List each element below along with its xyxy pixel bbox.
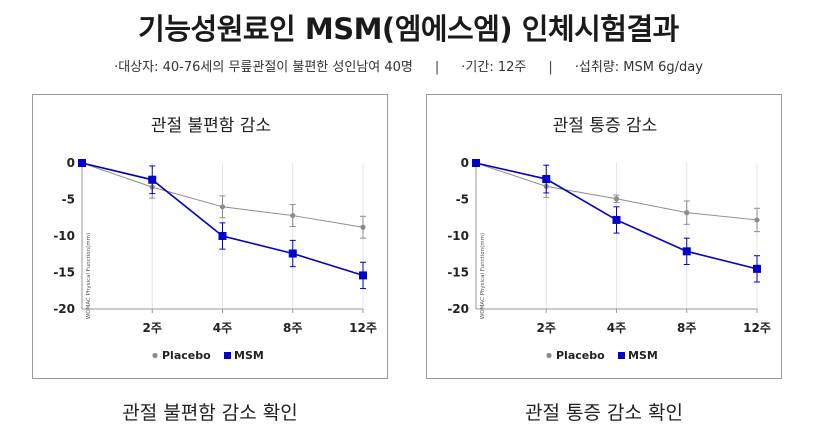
- discomfort-chart-panel: 관절 불편함 감소 0 -5 -10 -15 -20 2주 4주 8주 12주 WOMAC Phys…: [32, 94, 388, 379]
- x-tick-label: 2주: [537, 321, 556, 335]
- pain-chart: 관절 통증 감소 0 -5 -10 -15 -20 2주 4주 8주 12주 WOMAC Physi…: [447, 116, 771, 362]
- y-tick-label: -5: [456, 193, 469, 207]
- msm-point: [148, 175, 157, 184]
- msm-point: [359, 271, 367, 280]
- placebo-point: [360, 224, 366, 230]
- y-tick-label: -5: [62, 193, 75, 207]
- y-axis-label: WOMAC Physical Function(mm): [480, 233, 486, 319]
- msm-point: [288, 249, 297, 258]
- placebo-point: [754, 217, 760, 223]
- chart-title: 관절 통증 감소: [553, 116, 658, 136]
- y-tick-label: -10: [53, 229, 75, 243]
- x-tick-label: 12주: [743, 321, 771, 335]
- study-period: ·기간: 12주: [461, 60, 527, 75]
- y-tick-label: 0: [461, 156, 469, 170]
- msm-point: [542, 175, 551, 184]
- x-tick-label: 8주: [283, 321, 302, 335]
- msm-point: [78, 159, 86, 167]
- msm-point: [218, 232, 227, 240]
- legend-marker-placebo: [152, 352, 158, 359]
- msm-point: [682, 247, 691, 256]
- legend-marker-placebo: [546, 352, 552, 359]
- legend-label: Placebo: [162, 349, 211, 362]
- x-tick-label: 2주: [143, 321, 162, 335]
- discomfort-chart: 관절 불편함 감소 0 -5 -10 -15 -20 2주 4주 8주 12주 WOMAC Phys…: [53, 116, 377, 362]
- pain-chart-panel: 관절 통증 감소 0 -5 -10 -15 -20 2주 4주 8주 12주 WOMAC Physi…: [426, 94, 782, 379]
- msm-point: [472, 159, 480, 167]
- y-tick-label: -20: [53, 302, 75, 316]
- msm-point: [753, 264, 761, 273]
- study-info: ·대상자: 40-76세의 무릎관절이 불편한 성인남여 40명 | ·기간: 12…: [0, 56, 817, 75]
- x-tick-label: 4주: [213, 321, 232, 335]
- y-tick-label: 0: [67, 156, 75, 170]
- info-separator: |: [434, 60, 440, 75]
- y-tick-label: -15: [53, 266, 75, 280]
- placebo-point: [219, 204, 226, 210]
- placebo-point: [290, 212, 296, 219]
- legend-marker-msm: [224, 352, 231, 359]
- x-tick-label: 12주: [349, 321, 377, 335]
- y-tick-label: -20: [447, 302, 469, 316]
- placebo-point: [613, 196, 620, 202]
- legend-marker-msm: [618, 352, 625, 359]
- y-axis-label: WOMAC Physical Function(mm): [86, 233, 92, 319]
- study-subjects: ·대상자: 40-76세의 무릎관절이 불편한 성인남여 40명: [114, 60, 413, 75]
- study-dose: ·섭취량: MSM 6g/day: [574, 60, 703, 75]
- info-separator: |: [548, 60, 553, 75]
- y-tick-label: -15: [447, 266, 469, 280]
- legend-label: MSM: [628, 349, 658, 362]
- msm-point: [612, 215, 621, 224]
- discomfort-caption: 관절 불편함 감소 확인: [122, 402, 298, 424]
- x-tick-label: 4주: [607, 321, 626, 335]
- placebo-point: [684, 210, 690, 216]
- pain-caption: 관절 통증 감소 확인: [525, 402, 683, 424]
- page-title: 기능성원료인 MSM(엠에스엠) 인체시험결과: [138, 12, 679, 46]
- x-tick-label: 8주: [677, 321, 696, 335]
- y-tick-label: -10: [447, 229, 469, 243]
- legend-label: Placebo: [556, 349, 605, 362]
- chart-title: 관절 불편함 감소: [151, 116, 271, 136]
- legend-label: MSM: [234, 349, 264, 362]
